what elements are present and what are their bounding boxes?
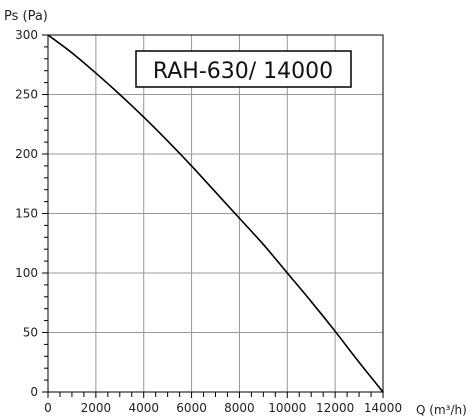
y-axis-label: Ps (Pa) [4,9,48,24]
x-axis-label: Q (m³/h) [416,403,467,417]
data-point [214,191,217,193]
data-point [142,116,145,118]
data-point [166,140,169,142]
y-tick-label: 250 [15,88,38,102]
y-tick-label: 150 [15,207,38,221]
data-point [358,361,360,364]
x-tick-label: 12000 [316,401,354,415]
x-tick-labels: 0 2000 4000 6000 8000 10000 12000 14000 [44,401,402,415]
data-point [238,217,241,220]
data-point [286,272,289,274]
x-tick-label: 2000 [81,401,112,415]
data-point [382,391,384,393]
chart-title: RAH-630/ 14000 [153,59,333,84]
data-points [47,34,384,393]
y-tick-label: 300 [15,28,38,42]
x-tick-label: 10000 [268,401,306,415]
data-point [334,330,336,333]
data-point [262,243,265,246]
data-point [310,300,313,303]
x-tick-label: 8000 [224,401,255,415]
y-tick-label: 0 [30,385,38,399]
data-point [190,165,193,167]
plot-frame [47,34,384,393]
chart-title-box: RAH-630/ 14000 [135,50,352,88]
title-box-frame [135,50,352,88]
y-tick-labels: 0 50 100 150 200 250 300 [15,28,38,399]
y-tick-label: 100 [15,266,38,280]
y-tick-label: 200 [15,147,38,161]
data-point [118,93,121,96]
x-tick-label: 0 [44,401,52,415]
x-tick-label: 14000 [364,401,402,415]
x-tick-label: 4000 [128,401,159,415]
minor-ticks [42,34,384,398]
grid [47,34,384,393]
x-tick-label: 6000 [176,401,207,415]
data-point [71,52,73,54]
y-tick-label: 50 [23,326,38,340]
data-point [95,72,97,74]
data-point [47,34,49,36]
